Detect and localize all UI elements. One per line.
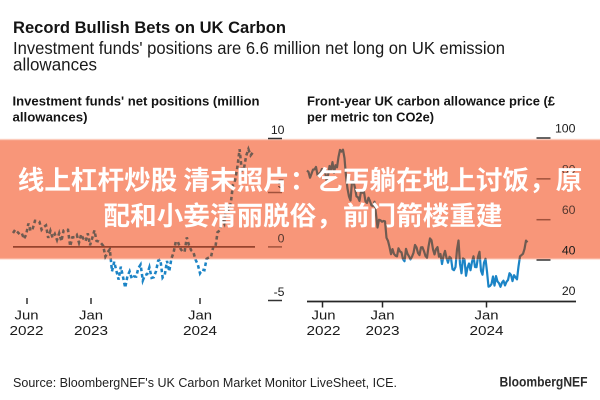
svg-text:Jan: Jan bbox=[79, 308, 103, 323]
svg-text:2024: 2024 bbox=[183, 323, 217, 338]
svg-text:100: 100 bbox=[555, 122, 576, 136]
svg-text:-5: -5 bbox=[274, 285, 285, 299]
svg-text:2024: 2024 bbox=[470, 323, 504, 338]
svg-text:40: 40 bbox=[562, 244, 576, 258]
svg-text:allowances): allowances) bbox=[13, 109, 88, 124]
svg-text:per metric ton CO2e): per metric ton CO2e) bbox=[307, 109, 434, 124]
svg-text:Source: BloombergNEF's UK Carb: Source: BloombergNEF's UK Carbon Market … bbox=[13, 376, 397, 390]
svg-text:0: 0 bbox=[278, 231, 285, 245]
svg-text:2022: 2022 bbox=[307, 323, 341, 338]
svg-text:20: 20 bbox=[562, 284, 576, 298]
svg-text:BloombergNEF: BloombergNEF bbox=[500, 374, 588, 390]
svg-text:10: 10 bbox=[271, 123, 285, 137]
svg-text:Jun: Jun bbox=[15, 308, 39, 323]
svg-text:Front-year UK carbon allowance: Front-year UK carbon allowance price (£ bbox=[307, 94, 556, 109]
svg-text:allowances: allowances bbox=[13, 55, 97, 75]
svg-text:60: 60 bbox=[562, 203, 576, 217]
svg-text:2023: 2023 bbox=[366, 323, 400, 338]
svg-text:Jun: Jun bbox=[312, 308, 336, 323]
svg-text:2023: 2023 bbox=[74, 323, 108, 338]
svg-text:Jan: Jan bbox=[475, 308, 499, 323]
svg-text:2022: 2022 bbox=[10, 323, 44, 338]
svg-text:Jan: Jan bbox=[188, 308, 212, 323]
svg-text:Jan: Jan bbox=[371, 308, 395, 323]
svg-text:Record Bullish Bets on UK Carb: Record Bullish Bets on UK Carbon bbox=[13, 18, 286, 37]
svg-text:Investment funds' positions ar: Investment funds' positions are 6.6 mill… bbox=[13, 38, 505, 58]
svg-text:Investment funds' net position: Investment funds' net positions (million bbox=[13, 94, 260, 109]
